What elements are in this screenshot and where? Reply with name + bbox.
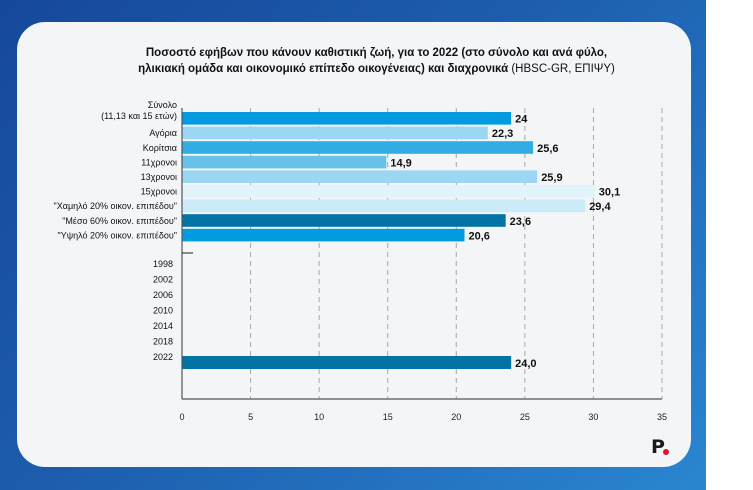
chart-title-line2-source: (HBSC-GR, ΕΠΙΨΥ): [508, 63, 615, 75]
category-label: (11,13 και 15 ετών): [101, 111, 177, 121]
value-label: 23,6: [510, 216, 531, 228]
axes: [181, 108, 662, 400]
bar: [182, 155, 387, 169]
category-label: 13χρονοι: [141, 172, 177, 182]
x-tick-label: 35: [657, 412, 667, 422]
chart-title-line2-bold: ηλικιακή ομάδα και οικονομικό επίπεδο οι…: [138, 63, 509, 75]
category-label: 2018: [153, 337, 173, 347]
value-label: 25,6: [537, 143, 558, 155]
category-labels: Σύνολο(11,13 και 15 ετών) Αγόρια Κορίτσια 1…: [54, 100, 177, 362]
x-tick-label: 30: [588, 412, 598, 422]
bar: [182, 214, 506, 227]
bar: [182, 185, 595, 198]
category-label: "Υψηλό 20% οικον. επιπέδου": [58, 230, 177, 240]
category-label: Αγόρια: [149, 128, 177, 138]
category-label: 1998: [153, 259, 173, 269]
bar: [182, 228, 465, 242]
x-tick-label: 25: [520, 412, 530, 422]
bar: [182, 141, 534, 154]
x-tick-labels: 0 5 10 15 20 25 30 35: [179, 412, 667, 422]
bar: [182, 112, 512, 125]
category-label: 11χρονοι: [141, 157, 177, 167]
bar: [182, 356, 512, 369]
value-label: 24,0: [515, 358, 536, 370]
x-tick-label: 5: [248, 412, 253, 422]
category-label: Σύνολο: [148, 100, 177, 110]
bars: [182, 112, 595, 369]
bar: [182, 170, 538, 183]
category-label: 2022: [153, 352, 173, 362]
category-label: 2010: [153, 306, 173, 316]
publisher-logo: P: [651, 436, 665, 458]
category-label: 2006: [153, 290, 173, 300]
value-label: 20,6: [469, 230, 490, 242]
chart-title-line1: Ποσοστό εφήβων που κάνουν καθιστική ζωή,…: [145, 47, 608, 59]
bar: [182, 199, 586, 213]
x-tick-label: 0: [179, 412, 184, 422]
value-label: 29,4: [589, 201, 611, 213]
x-tick-label: 10: [314, 412, 324, 422]
value-label: 24: [515, 114, 528, 126]
category-label: "Μέσο 60% οικον. επιπέδου": [62, 216, 177, 226]
value-label: 14,9: [390, 157, 411, 169]
x-tick-label: 15: [383, 412, 393, 422]
category-label: Κορίτσια: [143, 143, 177, 153]
bar: [182, 126, 488, 140]
category-label: 2002: [153, 275, 173, 285]
logo-dot-icon: [663, 449, 669, 455]
chart-card: [17, 22, 691, 467]
value-label: 25,9: [541, 172, 562, 184]
category-label: "Χαμηλό 20% οικον. επιπέδου": [54, 201, 177, 211]
chart-title-line2: ηλικιακή ομάδα και οικονομικό επίπεδο οι…: [0, 61, 753, 77]
x-tick-label: 20: [451, 412, 461, 422]
category-label: 2014: [153, 321, 173, 331]
category-label: 15χρονοι: [141, 187, 177, 197]
value-label: 30,1: [599, 187, 620, 199]
value-label: 22,3: [492, 128, 513, 140]
